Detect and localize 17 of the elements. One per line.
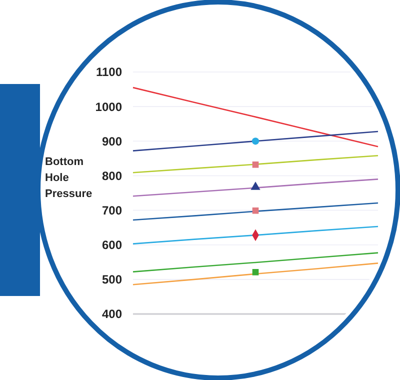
y-tick-label: 500 [102, 272, 122, 287]
line-series [132, 155, 379, 174]
y-tick-label: 1100 [96, 65, 122, 80]
line-series [132, 178, 379, 197]
y-tick-label: 700 [102, 203, 122, 218]
y-tick-label: 900 [102, 134, 122, 148]
y-axis-title: Bottom Hole Pressure [45, 156, 92, 200]
y-tick-label: 400 [102, 307, 122, 322]
y-tick-label: 800 [102, 168, 122, 183]
line-series [132, 262, 379, 286]
line-series [132, 86, 379, 148]
y-tick-label: 1000 [95, 100, 122, 114]
y-tick-label: 600 [102, 238, 122, 252]
line-series [132, 202, 379, 221]
line-series [132, 130, 379, 152]
line-series [132, 252, 379, 272]
line-series [132, 226, 379, 244]
